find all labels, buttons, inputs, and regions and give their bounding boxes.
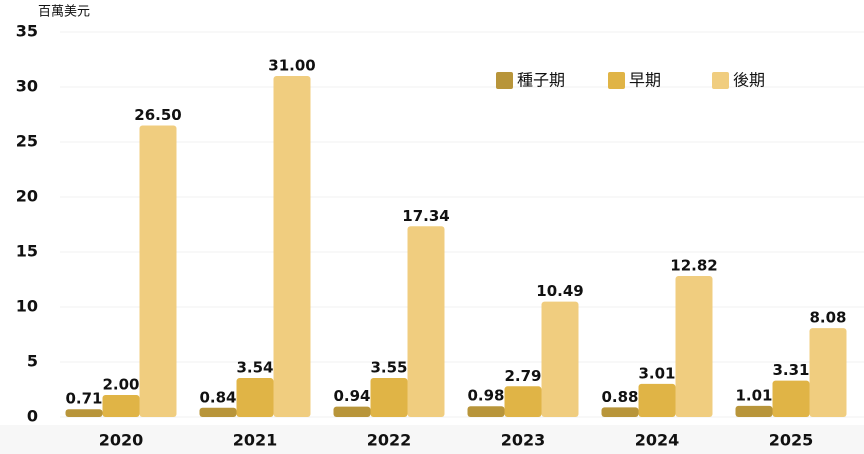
bar [139,125,177,417]
y-tick-label: 5 [27,352,38,371]
footer-band [0,425,864,454]
bar [601,407,639,417]
legend-label: 後期 [733,71,765,90]
value-label: 0.84 [199,388,236,406]
bar [809,328,847,417]
x-tick-label: 2021 [233,431,278,450]
bar [102,395,140,417]
value-label: 1.01 [735,386,772,404]
x-tick-label: 2022 [367,431,412,450]
value-label: 2.00 [102,376,139,394]
value-label: 0.88 [601,388,638,406]
y-tick-label: 35 [16,22,38,41]
legend-swatch [608,72,625,89]
value-label: 17.34 [402,207,449,225]
x-tick-label: 2023 [501,431,546,450]
value-label: 0.98 [467,387,504,405]
legend-swatch [496,72,513,89]
value-label: 3.54 [236,359,273,377]
y-tick-label: 20 [16,187,38,206]
y-axis-unit: 百萬美元 [38,5,90,20]
y-tick-label: 0 [27,407,38,426]
bar [638,383,676,417]
bar [333,406,371,417]
value-label: 8.08 [809,309,846,327]
value-label: 3.55 [370,358,407,376]
bar [65,409,103,417]
x-tick-label: 2024 [635,431,680,450]
value-label: 31.00 [268,57,315,75]
bar [467,406,505,417]
value-label: 3.01 [638,364,675,382]
legend-label: 種子期 [517,71,565,90]
y-tick-label: 15 [16,242,38,261]
value-label: 2.79 [504,367,541,385]
value-label: 0.71 [65,390,102,408]
value-label: 0.94 [333,387,370,405]
bar [199,407,237,417]
y-tick-label: 10 [16,297,38,316]
value-label: 26.50 [134,106,181,124]
legend-swatch [712,72,729,89]
bar [236,378,274,417]
bar [772,380,810,417]
y-tick-label: 30 [16,77,38,96]
value-label: 3.31 [772,361,809,379]
x-tick-label: 2025 [769,431,814,450]
bar [407,226,445,417]
bar [370,377,408,417]
legend-label: 早期 [629,71,661,90]
bar [273,76,311,417]
value-label: 10.49 [536,282,583,300]
bar [735,405,773,417]
value-label: 12.82 [670,256,717,274]
y-tick-label: 25 [16,132,38,151]
x-tick-label: 2020 [99,431,144,450]
bar [541,301,579,417]
bar [504,386,542,417]
bar [675,275,713,417]
